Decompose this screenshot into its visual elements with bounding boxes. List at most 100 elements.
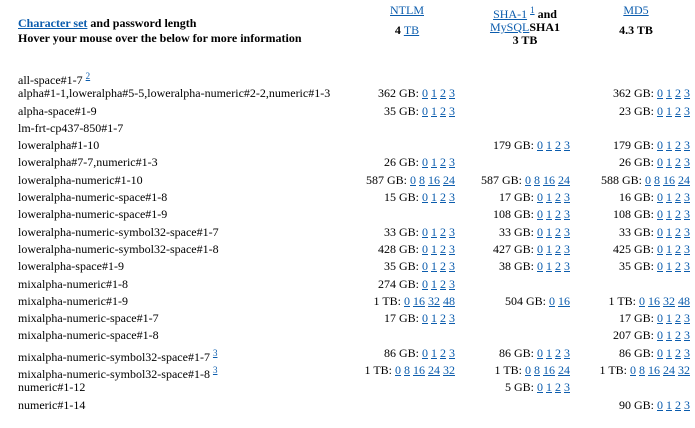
table-download-link[interactable]: 0 [537,190,543,205]
table-download-link[interactable]: 0 [537,380,543,395]
table-download-link[interactable]: 0 [657,328,663,343]
table-download-link[interactable]: 8 [654,172,660,187]
table-download-link[interactable]: 0 [537,207,543,222]
table-download-link[interactable]: 16 [428,172,440,187]
table-download-link[interactable]: 1 [546,259,552,274]
table-download-link[interactable]: 3 [449,259,455,274]
table-download-link[interactable]: 1 [666,190,672,205]
table-download-link[interactable]: 1 [546,345,552,360]
table-download-link[interactable]: 0 [537,345,543,360]
table-download-link[interactable]: 0 [395,363,401,378]
table-download-link[interactable]: 2 [440,86,446,101]
table-download-link[interactable]: 1 [431,311,437,326]
table-download-link[interactable]: 0 [422,345,428,360]
table-download-link[interactable]: 0 [537,241,543,256]
table-download-link[interactable]: 1 [546,224,552,239]
table-download-link[interactable]: 2 [675,86,681,101]
table-download-link[interactable]: 0 [422,190,428,205]
table-download-link[interactable]: 0 [525,172,531,187]
table-download-link[interactable]: 0 [657,103,663,118]
table-download-link[interactable]: 1 [666,86,672,101]
table-download-link[interactable]: 0 [657,224,663,239]
table-download-link[interactable]: 2 [440,259,446,274]
table-download-link[interactable]: 8 [419,172,425,187]
table-download-link[interactable]: 2 [675,138,681,153]
table-download-link[interactable]: 3 [684,311,690,326]
table-download-link[interactable]: 2 [555,380,561,395]
table-download-link[interactable]: 3 [449,241,455,256]
table-download-link[interactable]: 1 [666,311,672,326]
md5-link[interactable]: MD5 [623,3,649,17]
table-download-link[interactable]: 0 [410,172,416,187]
table-download-link[interactable]: 16 [648,363,660,378]
table-download-link[interactable]: 1 [546,190,552,205]
table-download-link[interactable]: 0 [549,293,555,308]
table-download-link[interactable]: 2 [675,103,681,118]
table-download-link[interactable]: 0 [630,363,636,378]
table-download-link[interactable]: 16 [663,172,675,187]
table-download-link[interactable]: 1 [666,241,672,256]
table-download-link[interactable]: 0 [422,311,428,326]
table-download-link[interactable]: 1 [546,138,552,153]
footnote-link[interactable]: 3 [212,365,218,376]
table-download-link[interactable]: 0 [645,172,651,187]
table-download-link[interactable]: 16 [413,363,425,378]
table-download-link[interactable]: 2 [555,224,561,239]
table-download-link[interactable]: 0 [422,241,428,256]
table-download-link[interactable]: 2 [675,155,681,170]
table-download-link[interactable]: 8 [639,363,645,378]
table-download-link[interactable]: 3 [564,224,570,239]
table-download-link[interactable]: 1 [666,345,672,360]
table-download-link[interactable]: 0 [657,311,663,326]
table-download-link[interactable]: 3 [564,138,570,153]
table-download-link[interactable]: 24 [558,172,570,187]
table-download-link[interactable]: 0 [657,397,663,412]
table-download-link[interactable]: 48 [678,293,690,308]
table-download-link[interactable]: 2 [675,397,681,412]
table-download-link[interactable]: 16 [558,293,570,308]
table-download-link[interactable]: 1 [431,86,437,101]
table-download-link[interactable]: 2 [675,345,681,360]
table-download-link[interactable]: 1 [431,276,437,291]
table-download-link[interactable]: 2 [675,259,681,274]
table-download-link[interactable]: 3 [449,345,455,360]
table-download-link[interactable]: 3 [449,311,455,326]
table-download-link[interactable]: 2 [440,241,446,256]
table-download-link[interactable]: 0 [639,293,645,308]
table-download-link[interactable]: 3 [684,103,690,118]
table-download-link[interactable]: 0 [525,363,531,378]
table-download-link[interactable]: 0 [657,190,663,205]
table-download-link[interactable]: 2 [675,241,681,256]
table-download-link[interactable]: 0 [657,155,663,170]
table-download-link[interactable]: 2 [555,207,561,222]
table-download-link[interactable]: 1 [546,380,552,395]
table-download-link[interactable]: 1 [546,207,552,222]
table-download-link[interactable]: 24 [558,363,570,378]
table-download-link[interactable]: 2 [440,276,446,291]
table-download-link[interactable]: 16 [543,172,555,187]
table-download-link[interactable]: 3 [684,345,690,360]
table-download-link[interactable]: 16 [648,293,660,308]
table-download-link[interactable]: 32 [678,363,690,378]
table-download-link[interactable]: 0 [657,241,663,256]
table-download-link[interactable]: 2 [555,259,561,274]
table-download-link[interactable]: 0 [422,259,428,274]
table-download-link[interactable]: 3 [564,259,570,274]
table-download-link[interactable]: 1 [666,328,672,343]
table-download-link[interactable]: 3 [684,397,690,412]
table-download-link[interactable]: 0 [404,293,410,308]
table-download-link[interactable]: 3 [684,241,690,256]
table-download-link[interactable]: 1 [666,224,672,239]
table-download-link[interactable]: 3 [449,276,455,291]
table-download-link[interactable]: 3 [684,259,690,274]
table-download-link[interactable]: 1 [431,241,437,256]
table-download-link[interactable]: 48 [443,293,455,308]
table-download-link[interactable]: 8 [534,172,540,187]
table-download-link[interactable]: 3 [449,190,455,205]
footnote-link[interactable]: 2 [85,71,91,81]
table-download-link[interactable]: 3 [449,86,455,101]
table-download-link[interactable]: 3 [684,207,690,222]
table-download-link[interactable]: 3 [684,328,690,343]
charset-link[interactable]: Character set [18,16,88,30]
table-download-link[interactable]: 0 [657,138,663,153]
